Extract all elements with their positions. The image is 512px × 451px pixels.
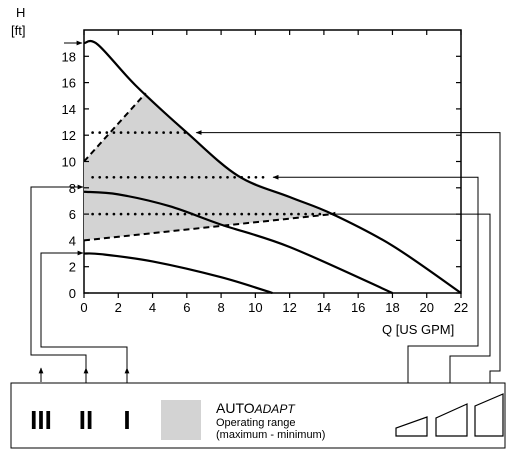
x-tick-label-16: 16 [351,300,365,315]
proportional-line-1 [83,213,333,242]
proportional-pressure-lines [83,92,333,242]
operating-range-area [84,93,333,241]
x-tick-label-10: 10 [248,300,262,315]
proportional-line-0 [83,92,147,163]
y-tick-label-6: 6 [69,207,76,222]
legend-title-main: AUTO [216,400,255,416]
pump-curves [83,39,462,295]
y-axis-label: H [16,5,25,20]
legend-box [10,382,506,449]
pump-curve-1 [83,190,393,295]
mode-symbol-medium-icon [435,403,468,437]
connector-III-to-8ft [30,184,87,383]
y-axis-unit: [ft] [11,23,25,38]
pump-curve-2 [83,252,273,295]
mode-symbol-large-icon [474,393,504,437]
operating-range-swatch [161,400,201,440]
y-tick-label-4: 4 [69,233,76,248]
y-tick-label-12: 12 [62,128,76,143]
legend-line-2: (maximum - minimum) [216,429,325,441]
x-tick-label-14: 14 [317,300,331,315]
mode-symbol-small-icon [395,416,428,437]
mode-label-II: II [79,405,93,435]
y-tick-label-10: 10 [62,155,76,170]
connector-large-to-12ft [195,130,501,393]
pump-curve-0 [83,39,462,294]
axis-ticks: 0 2 4 6 8 10 12 14 16 18 20 22 0 2 4 6 8 10 12 14 16 18 [62,30,468,315]
connector-II-to-3ft [40,250,128,383]
mode-label-III: III [30,405,52,435]
legend-title: AUTOADAPT [216,400,296,416]
x-tick-label-18: 18 [385,300,399,315]
x-tick-label-0: 0 [80,300,87,315]
y-tick-label-16: 16 [62,76,76,91]
legend-line-1: Operating range [216,417,296,429]
y-tick-label-18: 18 [62,49,76,64]
x-tick-label-12: 12 [282,300,296,315]
x-tick-label-2: 2 [115,300,122,315]
x-axis-label: Q [US GPM] [382,322,454,337]
y-tick-label-14: 14 [62,102,76,117]
x-tick-label-4: 4 [149,300,156,315]
y-tick-label-2: 2 [69,260,76,275]
y-tick-label-8: 8 [69,181,76,196]
x-tick-label-8: 8 [217,300,224,315]
y-tick-label-0: 0 [69,286,76,301]
mode-label-I: I [123,405,130,435]
constant-pressure-lines [91,131,326,216]
x-tick-label-22: 22 [454,300,468,315]
x-tick-label-6: 6 [183,300,190,315]
x-tick-label-20: 20 [419,300,433,315]
legend-title-italic: ADAPT [254,402,297,416]
